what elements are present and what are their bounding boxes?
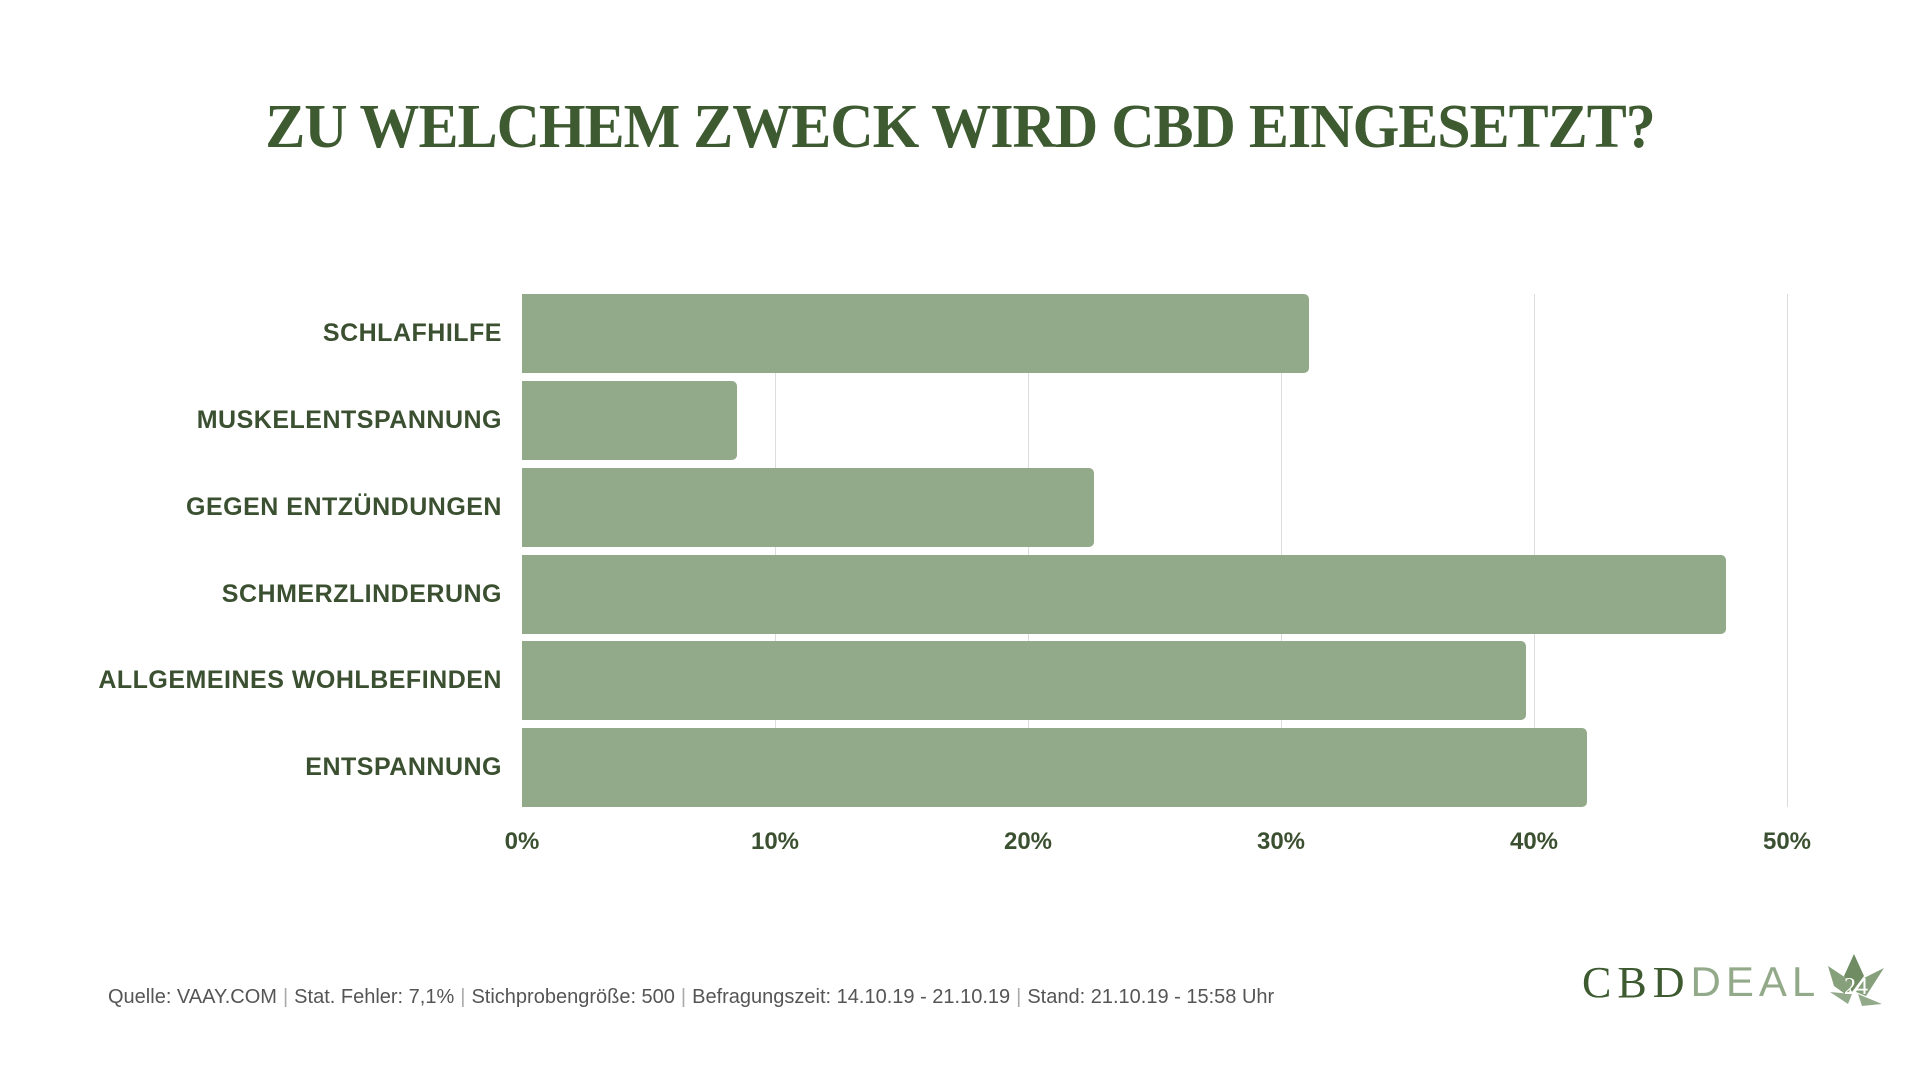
footer-item: Stichprobengröße: 500 xyxy=(471,986,675,1008)
bar xyxy=(522,728,1588,807)
category-label: ALLGEMEINES WOHLBEFINDEN xyxy=(98,666,502,694)
category-label: SCHLAFHILFE xyxy=(322,319,502,347)
category-label: ENTSPANNUNG xyxy=(305,753,502,781)
logo-deal-text: DEAL xyxy=(1690,958,1821,1005)
gridline xyxy=(1534,294,1535,807)
footer-separator: | xyxy=(282,986,289,1008)
logo-cbd-text: CBD xyxy=(1582,957,1691,1007)
category-label: GEGEN ENTZÜNDUNGEN xyxy=(186,493,502,521)
gridline xyxy=(1281,294,1282,807)
plot-area xyxy=(522,294,1788,807)
cannabis-leaf-icon: 24 xyxy=(1828,954,1885,1006)
gridline xyxy=(775,294,776,807)
footer-item: Stat. Fehler: 7,1% xyxy=(294,986,455,1008)
x-tick-label: 50% xyxy=(1762,828,1812,855)
bar xyxy=(522,468,1094,547)
cbddeal24-logo: CBD DEAL 24 xyxy=(1582,952,1886,1012)
footer-item: Stand: 21.10.19 - 15:58 Uhr xyxy=(1027,986,1275,1008)
x-tick-label: 30% xyxy=(1256,828,1306,855)
footer-separator: | xyxy=(680,986,687,1008)
logo-badge-text: 24 xyxy=(1844,974,1868,1000)
category-label: SCHMERZLINDERUNG xyxy=(221,580,502,608)
footer-separator: | xyxy=(460,986,466,1008)
bar xyxy=(522,641,1527,720)
bar xyxy=(522,555,1727,634)
x-tick-label: 40% xyxy=(1509,828,1559,855)
bar xyxy=(522,294,1309,373)
footer-separator: | xyxy=(1016,986,1022,1008)
gridline xyxy=(1028,294,1029,807)
bar xyxy=(522,381,738,460)
gridline xyxy=(1787,294,1788,807)
category-label: MUSKELENTSPANNUNG xyxy=(196,406,502,434)
x-tick-label: 10% xyxy=(750,828,800,855)
x-tick-label: 0% xyxy=(504,828,540,855)
footer-item: Befragungszeit: 14.10.19 - 21.10.19 xyxy=(692,986,1011,1008)
x-tick-label: 20% xyxy=(1003,828,1053,855)
footer-item: Quelle: VAAY.COM xyxy=(108,986,277,1008)
source-footer: Quelle: VAAY.COM | Stat. Fehler: 7,1% | Stic… xyxy=(108,986,1274,1009)
chart-title: ZU WELCHEM ZWECK WIRD CBD EINGESETZT? xyxy=(265,91,1655,161)
